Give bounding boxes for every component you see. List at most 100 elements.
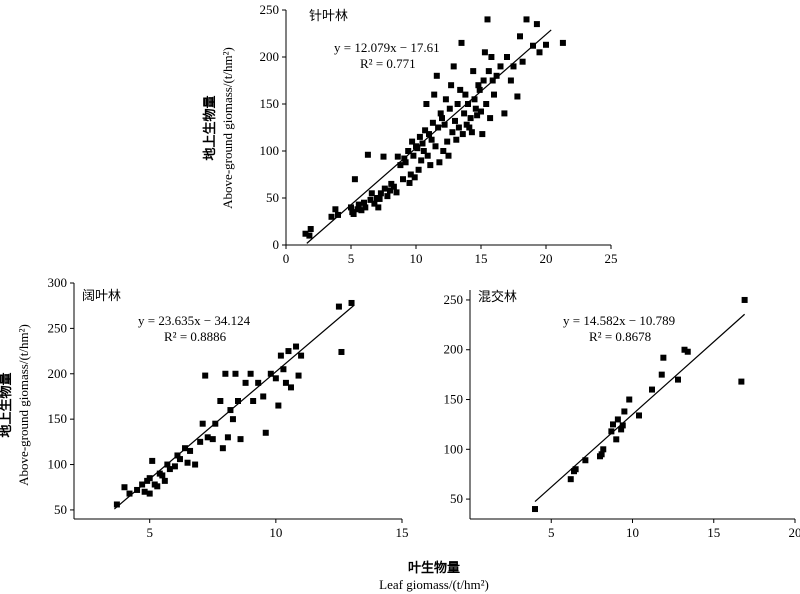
- data-point: [209, 436, 216, 443]
- x-tick-label: 15: [475, 251, 488, 266]
- ylabel-zh-top: 地上生物量: [202, 95, 218, 160]
- panel-title: 阔叶林: [82, 289, 121, 304]
- y-tick-label: 50: [266, 190, 279, 205]
- data-point: [400, 176, 406, 183]
- x-tick-label: 0: [283, 251, 290, 266]
- data-point: [431, 91, 438, 98]
- x-tick-label: 20: [540, 251, 553, 266]
- data-point: [354, 206, 361, 213]
- data-point: [519, 58, 526, 65]
- y-tick-label: 50: [450, 491, 463, 506]
- data-point: [466, 124, 473, 131]
- data-point: [649, 386, 655, 393]
- data-point: [437, 110, 444, 117]
- data-point: [414, 145, 421, 152]
- data-point: [484, 16, 491, 23]
- ylabel-en-top: Above-ground giomass/(t/hm²): [220, 47, 235, 209]
- data-point: [435, 124, 442, 131]
- data-point: [415, 166, 422, 173]
- data-point: [472, 105, 479, 112]
- data-point: [449, 129, 456, 136]
- data-point: [567, 476, 574, 483]
- data-point: [255, 379, 262, 386]
- data-point: [507, 77, 514, 84]
- data-point: [536, 49, 543, 56]
- data-point: [428, 136, 435, 143]
- data-point: [423, 101, 430, 107]
- data-point: [470, 68, 477, 75]
- y-tick-label: 200: [444, 342, 464, 357]
- ylabel-zh-bottom: 地上生物量: [0, 372, 14, 437]
- data-point: [335, 211, 341, 218]
- data-point: [285, 348, 292, 355]
- data-point: [376, 195, 383, 202]
- data-point: [351, 176, 358, 183]
- data-point: [453, 136, 460, 143]
- x-tick-label: 10: [269, 525, 282, 540]
- data-point: [454, 101, 461, 107]
- data-point: [393, 189, 400, 196]
- data-point: [371, 200, 378, 207]
- data-point: [146, 490, 153, 497]
- data-point: [419, 140, 426, 147]
- data-point: [452, 117, 458, 124]
- data-point: [448, 82, 455, 89]
- data-point: [614, 416, 621, 423]
- r-squared: R² = 0.8678: [589, 329, 651, 344]
- y-tick-label: 250: [444, 292, 464, 307]
- data-point: [397, 162, 404, 169]
- x-tick-label: 25: [605, 251, 618, 266]
- data-point: [377, 190, 384, 197]
- data-point: [514, 93, 521, 100]
- data-point: [275, 402, 282, 409]
- data-point: [121, 484, 128, 491]
- data-point: [429, 119, 436, 126]
- data-point: [626, 396, 633, 403]
- r-squared: R² = 0.8886: [164, 329, 227, 344]
- data-point: [126, 490, 133, 497]
- regression-equation: y = 12.079x − 17.61: [334, 40, 440, 55]
- data-point: [282, 379, 289, 386]
- data-point: [422, 127, 429, 134]
- data-point: [387, 187, 393, 194]
- data-point: [358, 207, 365, 214]
- data-point: [455, 124, 462, 131]
- data-point: [474, 112, 481, 119]
- data-point: [161, 477, 168, 484]
- data-point: [348, 299, 355, 306]
- data-point: [159, 472, 166, 479]
- data-point: [613, 436, 620, 443]
- y-tick-label: 0: [273, 237, 280, 252]
- data-point: [424, 152, 431, 159]
- data-point: [224, 434, 231, 441]
- data-point: [380, 153, 387, 160]
- data-point: [166, 466, 173, 473]
- data-point: [381, 185, 388, 192]
- data-point: [481, 49, 488, 56]
- x-tick-label: 5: [548, 525, 555, 540]
- y-tick-label: 50: [54, 502, 67, 517]
- data-point: [361, 199, 367, 206]
- data-point: [619, 422, 626, 429]
- data-point: [328, 213, 335, 220]
- data-point: [487, 115, 494, 122]
- data-point: [532, 506, 538, 513]
- y-tick-label: 250: [260, 2, 280, 17]
- data-point: [636, 412, 642, 419]
- data-point: [467, 115, 474, 122]
- data-point: [406, 179, 413, 186]
- y-tick-label: 100: [444, 441, 464, 456]
- data-point: [658, 371, 665, 378]
- data-point: [338, 348, 345, 355]
- data-point: [598, 451, 605, 458]
- y-tick-label: 150: [48, 411, 68, 426]
- panel-title: 混交林: [478, 289, 517, 305]
- data-point: [242, 379, 249, 386]
- data-point: [465, 101, 471, 107]
- data-point: [523, 16, 530, 23]
- panel-title: 针叶林: [309, 9, 348, 24]
- data-point: [681, 346, 688, 353]
- data-point: [559, 39, 566, 46]
- data-point: [367, 196, 374, 203]
- x-tick-label: 10: [410, 251, 423, 266]
